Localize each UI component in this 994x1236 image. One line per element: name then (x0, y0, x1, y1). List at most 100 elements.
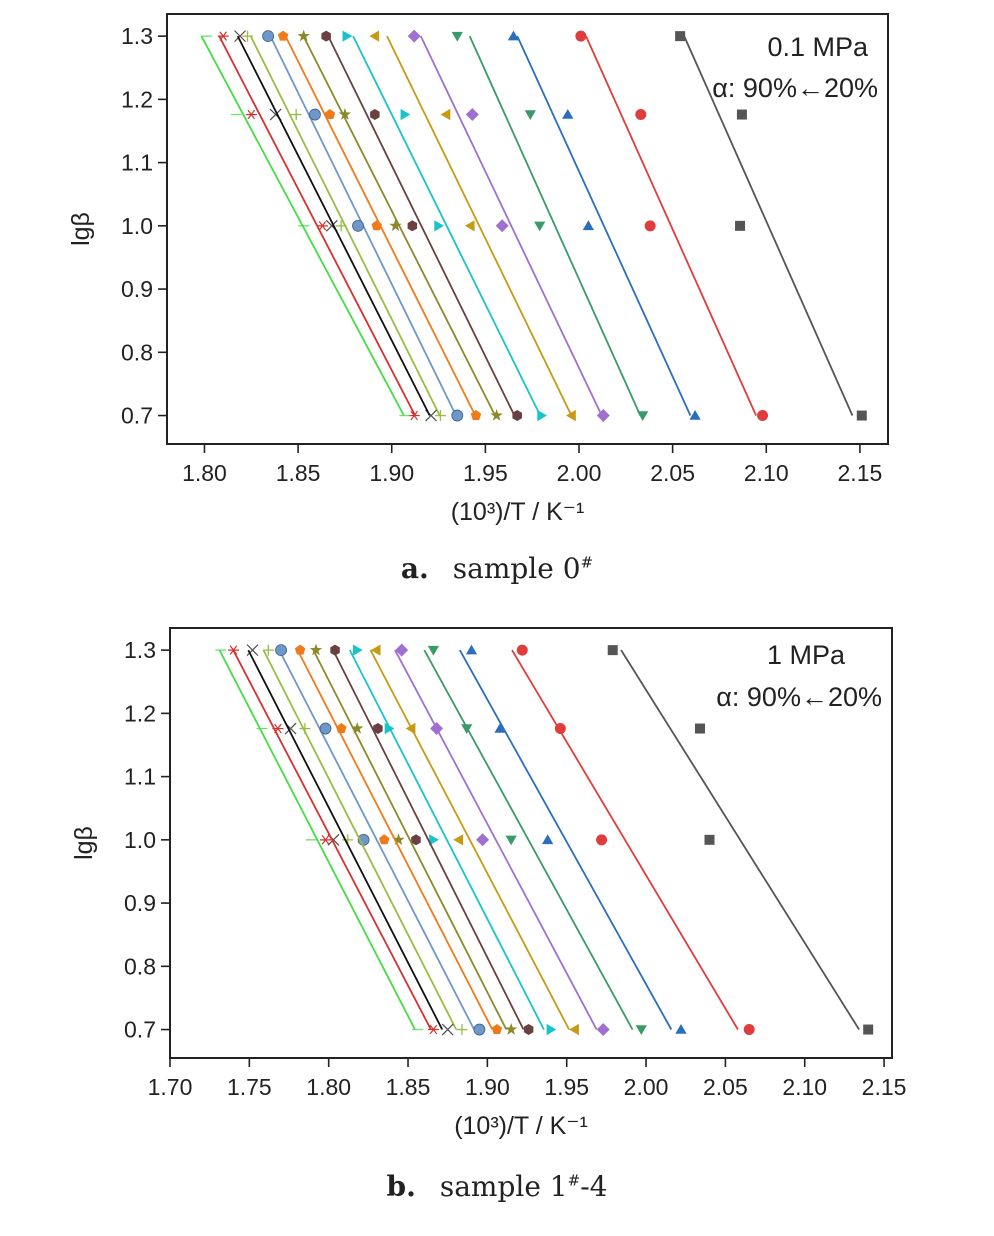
plot-frame-a (166, 13, 889, 445)
chart-b-series-6-point (569, 1023, 579, 1036)
chart-a-series-1-point (736, 109, 747, 120)
chart-b-series-4-point (635, 1025, 647, 1035)
chart-b-series-3-point (494, 723, 506, 733)
chart-b-series-13-fit-line (247, 649, 444, 1030)
chart-b-series-10-point (336, 723, 347, 733)
chart-a-ytick-label: 0.7 (121, 403, 153, 429)
chart-b-series-4-point (505, 835, 517, 846)
chart-b-series-12-point (299, 723, 311, 735)
chart-a-series-3-point (562, 109, 574, 119)
chart-b-annotation-alpha: α: 90%←20% (716, 682, 882, 712)
chart-b: 1.70 1.75 1.80 1.85 1.90 1.95 2.00 2.05 2.10 2.15… (70, 627, 906, 1140)
chart-b-xtick-label: 1.80 (306, 1074, 351, 1100)
chart-a-series-7-point (537, 409, 547, 422)
chart-a: 1.80 1.85 1.90 1.95 2.00 2.05 2.10 2.15 0.7 0.8 0.… (67, 13, 889, 526)
chart-b-ytick-label: 0.7 (124, 1017, 156, 1043)
chart-a-series-5-point (596, 409, 610, 422)
chart-a-series-8-point (512, 410, 522, 421)
chart-b-series-10-point (294, 644, 306, 655)
chart-b-series-4-point (427, 645, 439, 656)
chart-b-series-7-point (546, 1023, 557, 1036)
caption-a: a. sample 0# (0, 552, 994, 585)
chart-a-series-10-point (277, 30, 289, 41)
chart-b-series-2-fit-line (511, 649, 739, 1030)
chart-a-series-7-point (434, 220, 444, 232)
chart-a-series-12-point (434, 410, 446, 422)
chart-a-series-5-point (495, 219, 509, 233)
chart-a-ytick-label: 0.8 (121, 339, 153, 365)
chart-b-series-9-point (392, 833, 405, 846)
chart-a-xtick-label: 1.95 (463, 460, 508, 486)
chart-b-series-7-point (384, 722, 395, 735)
chart-a-series-6-point (440, 108, 451, 121)
chart-a-series-8-fit-line (327, 35, 516, 416)
chart-a-series-10-point (324, 109, 336, 119)
chart-a-series-1-point (735, 220, 746, 231)
chart-b-ytick-label: 1.0 (124, 827, 156, 853)
chart-b-series-1-fit-line (620, 649, 860, 1030)
chart-b-series-11-point (275, 644, 287, 657)
chart-b-xtick-label: 1.85 (386, 1074, 431, 1100)
chart-b-annotation-pressure: 1 MPa (767, 640, 846, 670)
chart-a-series-6-fit-line (386, 35, 573, 416)
chart-a-series-3-point (507, 30, 520, 41)
chart-b-series-6-point (405, 722, 416, 735)
chart-b-series-7-point (429, 834, 439, 846)
chart-b-series-8-point (330, 644, 340, 656)
chart-b-series-2-point (516, 644, 528, 656)
chart-b-xtick-label: 1.70 (148, 1074, 193, 1100)
chart-a-series-11-point (309, 108, 321, 121)
chart-a-ytick-label: 1.1 (121, 150, 153, 176)
chart-a-xtick-label: 1.80 (182, 460, 227, 486)
chart-b-series-5-point (430, 722, 444, 735)
chart-b-series-8-point (523, 1024, 534, 1035)
chart-a-series-14-point (217, 31, 229, 41)
chart-a-xtick-label: 2.10 (744, 460, 789, 486)
chart-a-ytick-label: 1.3 (121, 23, 153, 49)
chart-a-ytick-label: 0.9 (121, 276, 153, 302)
chart-a-series-12-point (290, 109, 302, 121)
chart-a-series-7-fit-line (352, 35, 542, 416)
caption-a-letter: a. (400, 552, 429, 585)
chart-b-xtick-label: 2.10 (782, 1074, 827, 1100)
chart-b-series-10-point (379, 834, 390, 845)
chart-b-marks (215, 643, 874, 1036)
chart-a-series-2-point (757, 410, 769, 422)
chart-a-xtick-label: 1.85 (276, 460, 321, 486)
chart-a-marks (200, 29, 867, 422)
chart-b-xtick-label: 2.05 (703, 1074, 748, 1100)
chart-a-series-8-point (321, 30, 331, 42)
chart-b-series-3-point (465, 644, 478, 655)
chart-b-series-11-point (473, 1023, 486, 1036)
chart-a-series-3-point (689, 410, 701, 420)
chart-b-ytick-label: 0.9 (124, 890, 156, 916)
chart-b-series-13-point (246, 644, 259, 657)
chart-b-series-12-fit-line (262, 649, 458, 1030)
chart-a-series-12-point (335, 220, 347, 232)
chart-b-series-11-fit-line (278, 649, 475, 1030)
chart-b-series-3-point (675, 1024, 687, 1034)
chart-a-series-13-point (234, 30, 246, 43)
chart-b-series-10-fit-line (296, 649, 494, 1030)
chart-a-xtick-label: 2.15 (838, 460, 883, 486)
chart-a-xtick-label: 2.05 (650, 460, 695, 486)
chart-a-series-9-point (490, 409, 503, 421)
chart-b-axes: 1.70 1.75 1.80 1.85 1.90 1.95 2.00 2.05 2.10 2.15… (70, 637, 906, 1140)
chart-b-series-1-point (704, 834, 715, 845)
chart-a-series-4-point (637, 411, 649, 421)
chart-b-series-1-point (607, 645, 618, 656)
chart-a-ytick-label: 1.2 (121, 86, 153, 112)
chart-a-series-8-point (407, 220, 418, 232)
chart-a-xtick-label: 2.00 (557, 460, 602, 486)
chart-a-series-6-point (464, 220, 475, 232)
chart-a-series-6-point (566, 409, 576, 422)
chart-a-series-5-point (407, 29, 421, 43)
chart-b-series-14-point (427, 1024, 439, 1035)
chart-a-annotation-pressure: 0.1 MPa (767, 32, 869, 62)
chart-a-series-7-point (342, 30, 353, 42)
chart-a-series-7-point (400, 108, 411, 121)
chart-b-series-4-point (461, 724, 473, 734)
chart-a-series-9-point (297, 29, 310, 42)
chart-a-series-13-fit-line (236, 35, 431, 416)
chart-a-series-8-point (370, 109, 380, 120)
